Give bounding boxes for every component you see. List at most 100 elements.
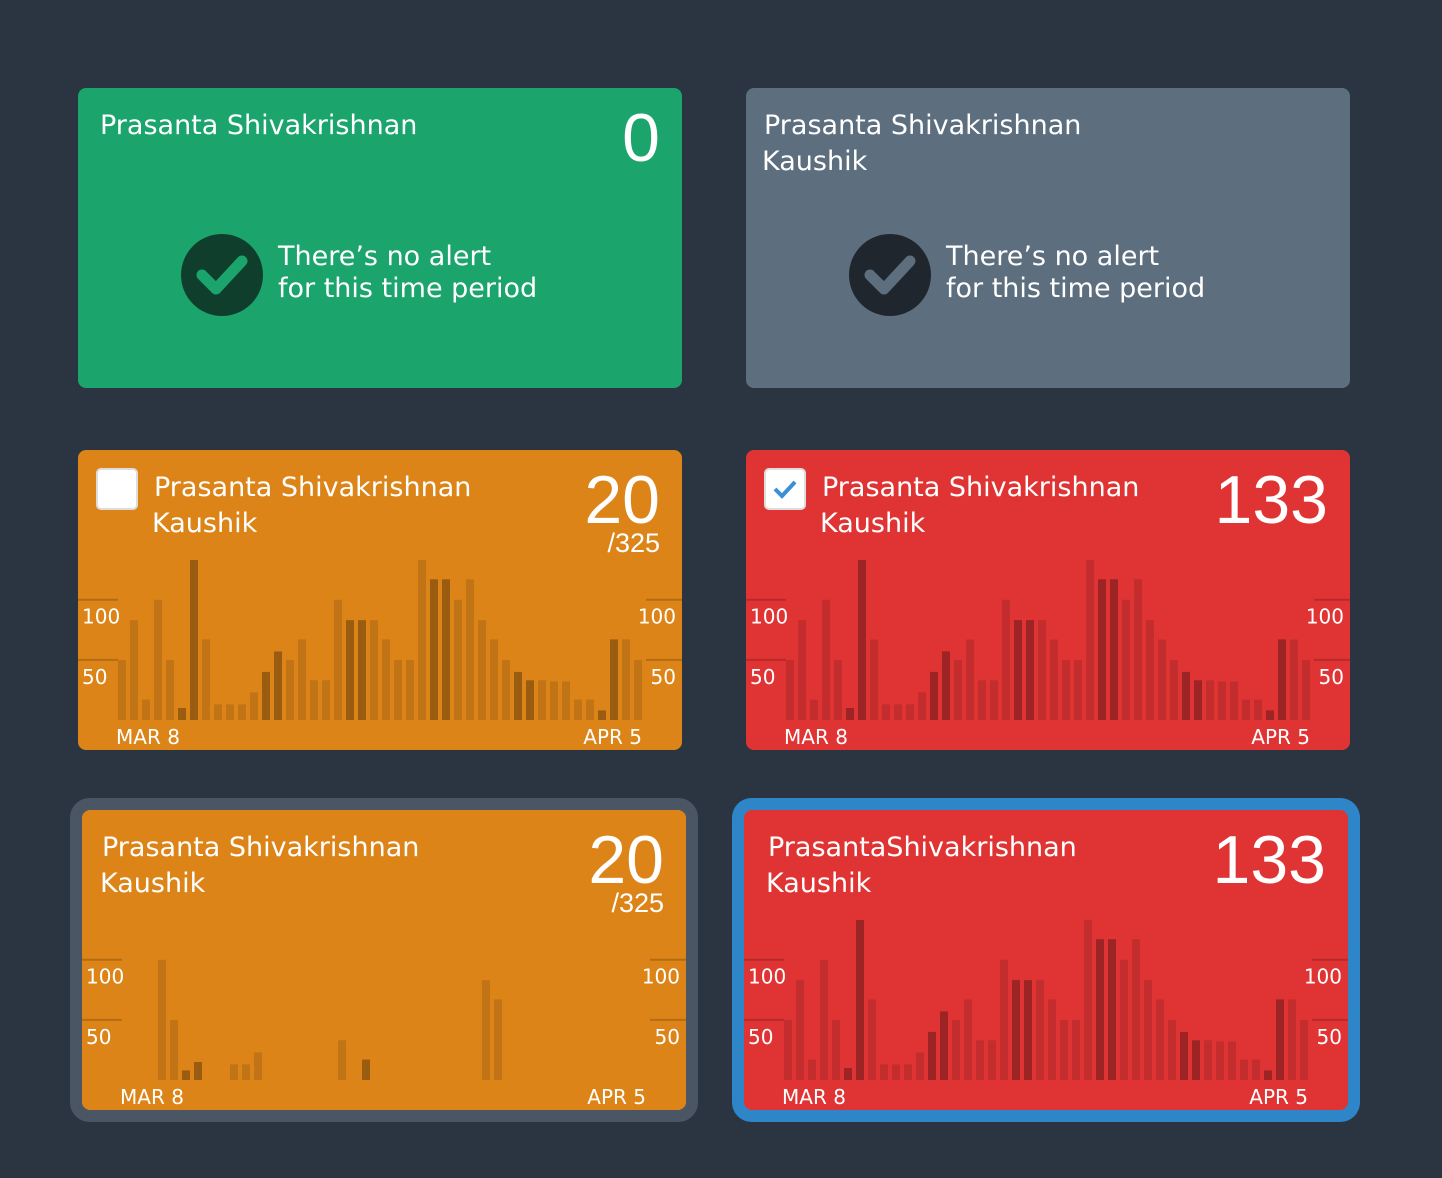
bar	[586, 699, 594, 720]
bar	[274, 651, 282, 720]
bar	[892, 1064, 900, 1080]
bar	[1158, 639, 1166, 720]
x-label: MAR 8	[784, 725, 848, 749]
bar	[954, 659, 962, 720]
bar	[1072, 1019, 1080, 1080]
bar	[1276, 999, 1284, 1080]
alert-count: 133	[1212, 822, 1326, 898]
bar	[514, 671, 522, 720]
bar	[118, 659, 126, 720]
bar	[1240, 1059, 1248, 1080]
bar	[230, 1064, 238, 1080]
bar-chart: 50 50 100 100 MAR 8 APR 5	[82, 958, 686, 1109]
bar	[1038, 620, 1046, 720]
bar	[598, 710, 606, 720]
bar	[338, 1040, 346, 1080]
bar	[466, 579, 474, 720]
bar	[834, 659, 842, 720]
bar	[214, 704, 222, 720]
bar	[394, 659, 402, 720]
y-tick-label: 50	[86, 1025, 111, 1049]
bar	[832, 1019, 840, 1080]
card[interactable]: 50 50 100 100 MAR 8 APR 5 PrasantaShivakrishna…	[744, 810, 1348, 1110]
bar	[1002, 599, 1010, 720]
bar	[1206, 680, 1214, 720]
alert-count: 0	[622, 100, 660, 176]
bar	[846, 707, 854, 720]
card-title: Prasanta Shivakrishnan	[764, 110, 1082, 141]
bar	[610, 639, 618, 720]
card[interactable]: Prasanta Shivakrishnan 0 There’s no alert f…	[78, 88, 682, 388]
bar	[1254, 699, 1262, 720]
bar	[952, 1019, 960, 1080]
bar	[880, 1064, 888, 1080]
check-path	[773, 480, 797, 499]
bar	[1048, 999, 1056, 1080]
bar	[1026, 620, 1034, 720]
bar	[1144, 980, 1152, 1080]
bar	[858, 560, 866, 720]
bar	[370, 620, 378, 720]
bar	[976, 1040, 984, 1080]
card-title: Prasanta Shivakrishnan	[822, 472, 1140, 503]
bar	[1230, 681, 1238, 720]
bar	[454, 599, 462, 720]
bar	[226, 704, 234, 720]
y-tick-label: 100	[82, 605, 120, 629]
bar	[622, 639, 630, 720]
bar	[178, 707, 186, 720]
bar	[966, 639, 974, 720]
card-title: Kaushik	[762, 146, 868, 177]
bar	[1266, 710, 1274, 720]
bar	[1146, 620, 1154, 720]
bar	[844, 1067, 852, 1080]
y-tick-label: 100	[638, 605, 676, 629]
bar	[1288, 999, 1296, 1080]
bar	[810, 699, 818, 720]
bar	[1132, 939, 1140, 1080]
bar	[550, 681, 558, 720]
bar-chart: 50 50 100 100 MAR 8 APR 5	[744, 920, 1348, 1109]
bar-chart: 50 50 100 100 MAR 8 APR 5	[78, 560, 682, 749]
y-tick-label: 50	[655, 1025, 680, 1049]
y-tick-label: 100	[1304, 965, 1342, 989]
card[interactable]: 50 50 100 100 MAR 8 APR 5 Prasanta Shivakrishn…	[746, 450, 1350, 750]
bar	[930, 671, 938, 720]
checkbox[interactable]	[764, 468, 806, 510]
bar	[154, 599, 162, 720]
checkbox[interactable]	[96, 468, 138, 510]
bar	[988, 1040, 996, 1080]
message: for this time period	[278, 273, 538, 304]
x-label: MAR 8	[782, 1085, 846, 1109]
bar	[918, 692, 926, 720]
bar	[406, 659, 414, 720]
bar	[362, 1059, 370, 1080]
bar	[1290, 639, 1298, 720]
alert-count: 20	[584, 462, 660, 538]
bar	[808, 1059, 816, 1080]
bar	[894, 704, 902, 720]
bar	[358, 620, 366, 720]
bar	[1062, 659, 1070, 720]
y-tick-label: 50	[651, 665, 676, 689]
bar	[916, 1052, 924, 1080]
x-label: APR 5	[1251, 725, 1310, 749]
card[interactable]: 50 50 100 100 MAR 8 APR 5 Prasanta Shivakrishn…	[82, 810, 686, 1110]
bar	[262, 671, 270, 720]
y-tick-label: 100	[642, 965, 680, 989]
y-tick-label: 100	[86, 965, 124, 989]
bar	[346, 620, 354, 720]
y-tick-label: 50	[1319, 665, 1344, 689]
card[interactable]: 50 50 100 100 MAR 8 APR 5 Prasanta Shivakrishn…	[78, 450, 682, 750]
y-tick-label: 100	[748, 965, 786, 989]
y-tick-label: 50	[748, 1025, 773, 1049]
bar	[430, 579, 438, 720]
card[interactable]: Prasanta Shivakrishnan Kaushik There’s no …	[746, 88, 1350, 388]
bar-chart: 50 50 100 100 MAR 8 APR 5	[746, 560, 1350, 749]
bar	[1168, 1019, 1176, 1080]
bar	[250, 692, 258, 720]
bar	[1036, 980, 1044, 1080]
bar	[490, 639, 498, 720]
bar	[478, 620, 486, 720]
card-title: PrasantaShivakrishnan	[768, 832, 1077, 863]
